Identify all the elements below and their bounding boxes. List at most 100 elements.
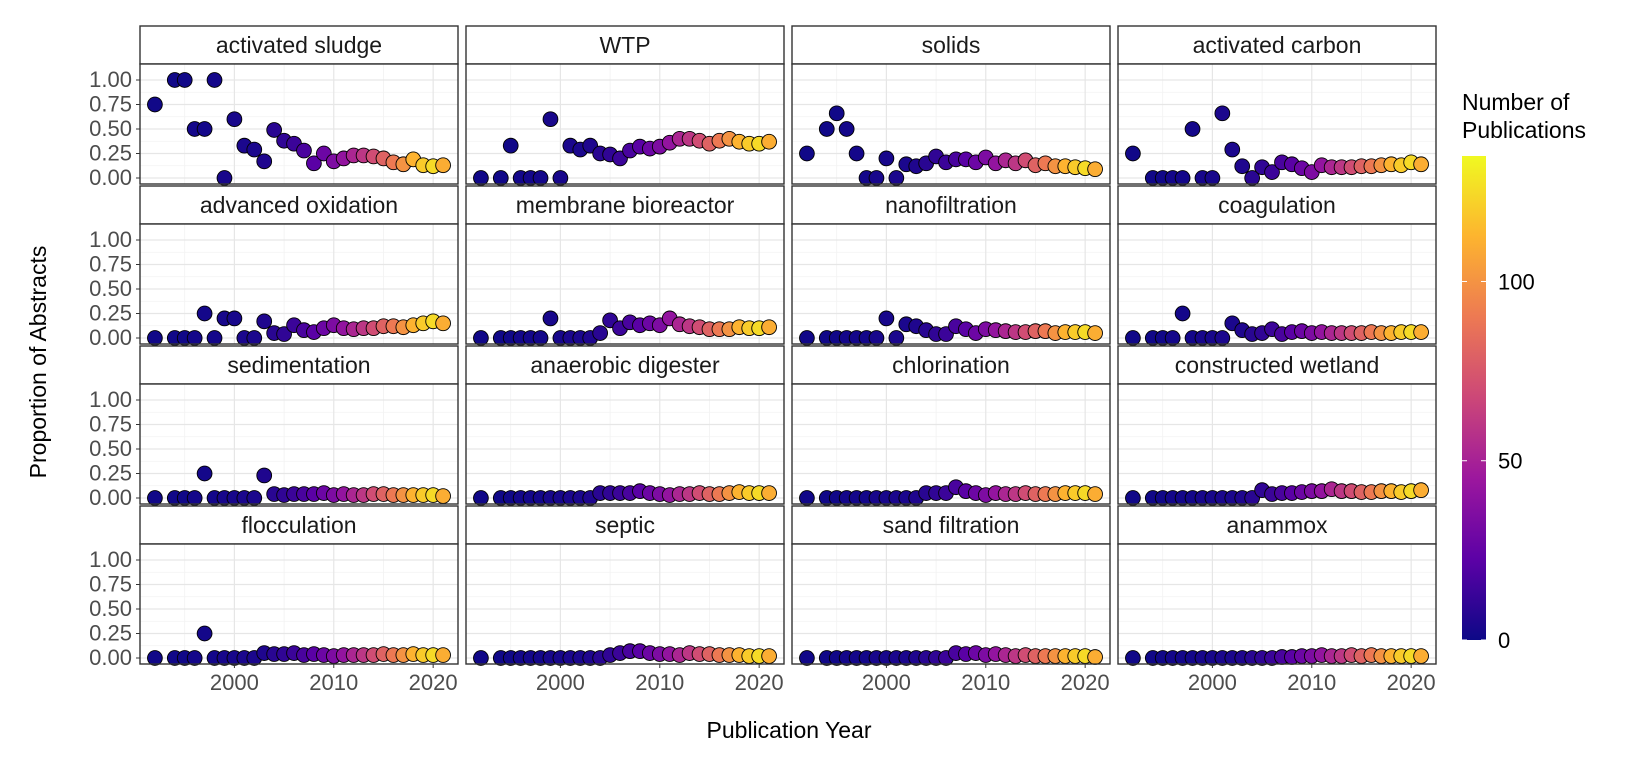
- data-point: [552, 170, 569, 186]
- y-tick-label: 0.50: [89, 596, 132, 621]
- x-axis-title: Publication Year: [707, 717, 872, 743]
- data-point: [473, 330, 489, 346]
- x-tick-label: 2010: [635, 670, 684, 695]
- data-point: [1087, 325, 1103, 341]
- data-point: [266, 122, 283, 138]
- data-point: [828, 105, 845, 122]
- x-tick-label: 2010: [961, 670, 1010, 695]
- data-point: [196, 625, 213, 642]
- facet-strip-label: activated sludge: [216, 32, 382, 58]
- facet-panel: membrane bioreactor: [465, 185, 785, 346]
- data-point: [246, 490, 263, 506]
- facet-panel: nanofiltration: [791, 185, 1111, 346]
- data-point: [532, 330, 549, 346]
- facet-strip: [465, 185, 785, 225]
- facet-panel: solids: [791, 25, 1111, 186]
- facet-strip-label: coagulation: [1218, 192, 1336, 218]
- facet-panel: activated sludge 0.000.250.500.751.00: [89, 25, 459, 190]
- data-point: [1087, 649, 1103, 665]
- data-point: [838, 121, 855, 137]
- y-tick-label: 0.00: [89, 165, 132, 190]
- data-point: [473, 650, 489, 666]
- legend-tick-label: 50: [1498, 449, 1522, 474]
- facet-strip-label: anammox: [1227, 512, 1328, 538]
- data-point: [186, 330, 203, 346]
- y-tick-label: 0.75: [89, 92, 132, 117]
- y-tick-label: 1.00: [89, 387, 132, 412]
- y-tick-label: 0.50: [89, 116, 132, 141]
- panel-border: [465, 223, 785, 345]
- data-point: [435, 488, 451, 504]
- data-point: [1125, 145, 1141, 162]
- data-point: [542, 111, 559, 128]
- data-point: [1214, 330, 1231, 346]
- data-point: [888, 330, 905, 346]
- panel-border: [791, 63, 1111, 185]
- facet-panel: sand filtration 2000 2010 2020: [791, 505, 1111, 695]
- facet-panel: constructed wetland: [1117, 345, 1437, 506]
- panel-border: [1117, 223, 1437, 345]
- y-tick-label: 0.75: [89, 252, 132, 277]
- data-point: [1174, 170, 1191, 186]
- facet-panel: advanced oxidation 0.000.250.500.751.00: [89, 185, 459, 350]
- facet-strip-label: activated carbon: [1193, 32, 1362, 58]
- facet-strip-label: anaerobic digester: [530, 352, 720, 378]
- facet-strip-label: advanced oxidation: [200, 192, 398, 218]
- y-tick-label: 0.25: [89, 141, 132, 166]
- data-point: [761, 648, 777, 664]
- x-tick-label: 2000: [1188, 670, 1237, 695]
- data-point: [1413, 648, 1429, 664]
- data-point: [761, 319, 777, 336]
- facet-panel: flocculation 0.000.250.500.751.00 2000 2010…: [89, 505, 459, 695]
- data-point: [147, 650, 163, 666]
- facet-strip: [791, 25, 1111, 65]
- plot-area: [140, 544, 458, 664]
- data-point: [799, 145, 815, 162]
- data-point: [878, 150, 895, 167]
- panel-border: [139, 383, 459, 505]
- panel-border: [791, 543, 1111, 665]
- data-point: [1125, 330, 1141, 346]
- facet-strip-label: flocculation: [241, 512, 356, 538]
- panel-border: [465, 63, 785, 185]
- data-point: [542, 310, 559, 327]
- data-point: [1413, 156, 1429, 173]
- data-point: [256, 313, 273, 330]
- panel-border: [139, 223, 459, 345]
- y-tick-label: 0.00: [89, 325, 132, 350]
- data-point: [532, 170, 549, 186]
- facet-strip-label: constructed wetland: [1175, 352, 1380, 378]
- facet-panel: activated carbon: [1117, 25, 1437, 186]
- data-point: [492, 170, 509, 186]
- data-point: [868, 170, 885, 186]
- data-point: [147, 330, 163, 346]
- data-point: [256, 467, 273, 484]
- panel-border: [139, 63, 459, 185]
- facet-strip: [465, 25, 785, 65]
- data-point: [1125, 490, 1141, 506]
- x-tick-label: 2010: [1287, 670, 1336, 695]
- x-tick-label: 2020: [1061, 670, 1110, 695]
- data-point: [186, 490, 203, 506]
- data-point: [246, 141, 263, 158]
- legend-tick-label: 0: [1498, 628, 1510, 653]
- y-tick-label: 1.00: [89, 227, 132, 252]
- facet-strip: [139, 505, 459, 545]
- panel-border: [465, 543, 785, 665]
- facet-panel: anammox 2000 2010 2020: [1117, 505, 1437, 695]
- data-point: [296, 142, 312, 159]
- data-point: [206, 330, 223, 346]
- facet-strip-label: chlorination: [892, 352, 1010, 378]
- data-point: [196, 121, 213, 137]
- x-tick-label: 2010: [309, 670, 358, 695]
- data-point: [1234, 158, 1251, 175]
- facet-strip: [139, 345, 459, 385]
- data-point: [1087, 161, 1103, 178]
- data-point: [1214, 105, 1231, 122]
- legend-title-line: Publications: [1462, 117, 1586, 143]
- x-tick-label: 2000: [210, 670, 259, 695]
- facet-strip-label: sand filtration: [883, 512, 1020, 538]
- data-point: [216, 170, 233, 186]
- data-point: [176, 72, 193, 88]
